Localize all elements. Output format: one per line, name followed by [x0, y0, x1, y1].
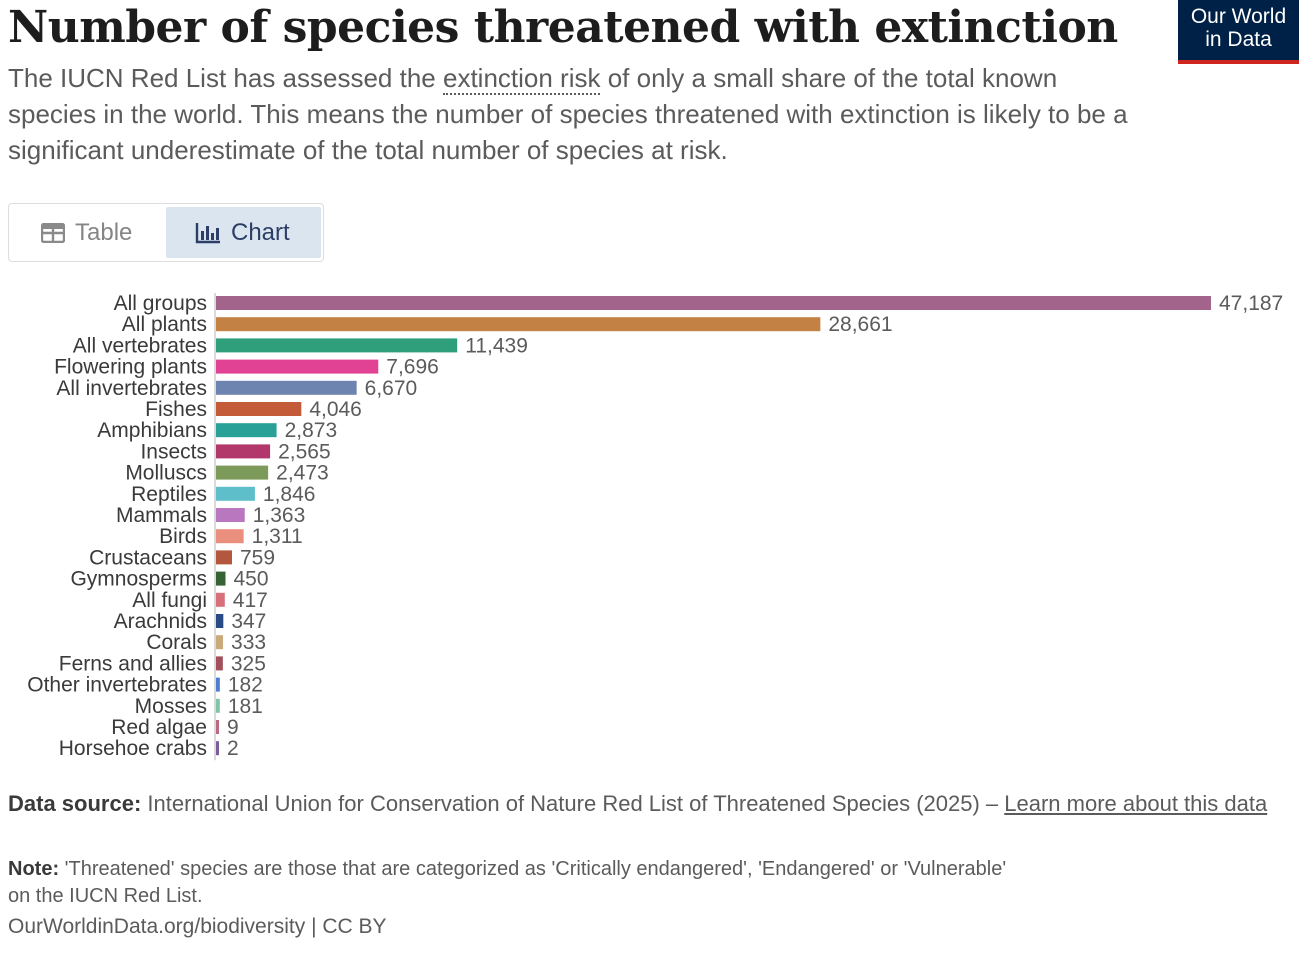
subtitle-text-rest: of only a small share of the total known…	[8, 63, 1128, 165]
value-label: 1,311	[252, 525, 303, 548]
bar[interactable]	[216, 486, 255, 501]
category-label: Gymnosperms	[70, 568, 207, 591]
bar-chart-icon	[195, 222, 221, 244]
category-label: Flowering plants	[54, 356, 207, 379]
logo-line-2: in Data	[1205, 28, 1272, 51]
bar-chart: All groups 47,187 All plants 28,661 All vert…	[27, 292, 1283, 761]
category-label: Birds	[159, 525, 207, 548]
value-label: 325	[231, 652, 266, 675]
bar[interactable]	[216, 592, 225, 607]
data-source-label: Data source:	[8, 791, 142, 816]
value-label: 28,661	[828, 313, 892, 336]
category-label: Arachnids	[114, 610, 207, 633]
owid-logo[interactable]: Our World in Data	[1178, 0, 1299, 64]
value-label: 2,873	[285, 419, 338, 442]
learn-more-link[interactable]: Learn more about this data	[1004, 791, 1268, 816]
category-label: All groups	[114, 292, 207, 315]
category-label: Other invertebrates	[27, 674, 207, 697]
logo-line-1: Our World	[1190, 5, 1287, 28]
tab-table-label: Table	[75, 218, 133, 246]
view-tabs: Table Chart	[8, 203, 324, 262]
value-label: 182	[228, 674, 263, 697]
value-label: 2,473	[276, 462, 329, 485]
value-label: 181	[228, 695, 263, 718]
value-label: 6,670	[365, 377, 418, 400]
value-label: 2,565	[278, 440, 331, 463]
value-label: 1,846	[263, 483, 316, 506]
bar[interactable]	[216, 296, 1211, 310]
bar[interactable]	[216, 571, 226, 586]
value-label: 347	[231, 610, 266, 633]
value-label: 47,187	[1219, 292, 1283, 315]
value-label: 11,439	[465, 334, 528, 357]
category-label: Crustaceans	[89, 546, 207, 569]
bar[interactable]	[216, 317, 821, 332]
note-label: Note:	[8, 858, 60, 880]
value-label: 759	[240, 546, 275, 569]
value-label: 1,363	[253, 504, 306, 527]
category-label: Ferns and allies	[59, 652, 207, 675]
category-label: Fishes	[145, 398, 207, 421]
bar[interactable]	[216, 529, 244, 544]
data-source: Data source: International Union for Con…	[8, 789, 1293, 818]
bar[interactable]	[216, 380, 357, 395]
category-label: All vertebrates	[73, 334, 207, 357]
category-label: All invertebrates	[56, 377, 207, 400]
category-label: All fungi	[132, 589, 207, 612]
category-label: Mosses	[135, 695, 207, 718]
bar[interactable]	[216, 402, 302, 416]
category-label: Amphibians	[97, 419, 207, 442]
category-label: Horsehoe crabs	[59, 737, 207, 760]
value-label: 9	[227, 716, 239, 739]
credit-line: OurWorldinData.org/biodiversity | CC BY	[8, 915, 387, 938]
category-label: All plants	[122, 313, 207, 336]
bar[interactable]	[216, 444, 271, 459]
value-label: 2	[227, 737, 239, 760]
category-label: Insects	[140, 440, 207, 463]
value-label: 417	[233, 589, 268, 612]
category-label: Corals	[146, 631, 207, 654]
note-text: 'Threatened' species are those that are …	[8, 858, 1007, 907]
data-source-text: International Union for Conservation of …	[141, 791, 1005, 816]
bar[interactable]	[216, 698, 220, 713]
bar[interactable]	[216, 550, 233, 565]
value-label: 333	[231, 631, 266, 654]
extinction-risk-term[interactable]: extinction risk	[442, 63, 601, 95]
bar[interactable]	[216, 338, 458, 353]
value-label: 450	[233, 568, 268, 591]
bar[interactable]	[216, 677, 220, 692]
subtitle-text: The IUCN Red List has assessed the	[8, 63, 443, 93]
chart-note: Note: 'Threatened' species are those tha…	[8, 856, 1018, 910]
category-label: Mammals	[116, 504, 207, 527]
bar[interactable]	[216, 508, 245, 522]
category-label: Red algae	[111, 716, 207, 739]
tab-chart-label: Chart	[231, 218, 290, 246]
bar[interactable]	[216, 635, 224, 650]
bar[interactable]	[216, 614, 224, 628]
value-label: 7,696	[386, 356, 439, 379]
bar[interactable]	[216, 423, 277, 438]
value-label: 4,046	[309, 398, 362, 421]
tab-table[interactable]: Table	[12, 207, 164, 258]
bar[interactable]	[216, 741, 219, 756]
bar[interactable]	[216, 720, 219, 734]
category-label: Reptiles	[131, 483, 207, 506]
table-icon	[41, 222, 65, 243]
bar[interactable]	[216, 359, 379, 374]
category-label: Molluscs	[125, 462, 207, 485]
tab-chart[interactable]: Chart	[166, 207, 321, 258]
bar[interactable]	[216, 656, 223, 671]
bar[interactable]	[216, 465, 269, 480]
chart-subtitle: The IUCN Red List has assessed the extin…	[8, 60, 1138, 168]
chart-title: Number of species threatened with extinc…	[8, 2, 1118, 53]
